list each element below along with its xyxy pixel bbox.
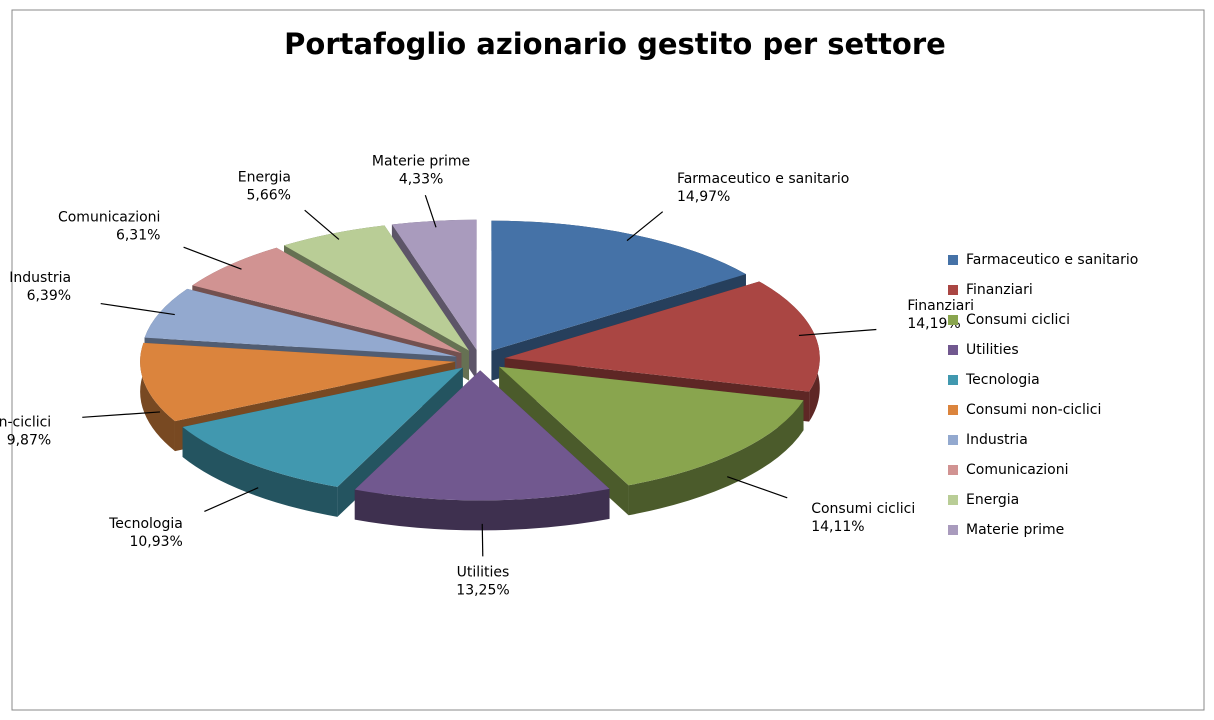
data-label-name: Consumi ciclici [811, 501, 915, 517]
legend-swatch [948, 435, 958, 445]
slice [284, 225, 470, 351]
legend-label: Energia [966, 492, 1019, 508]
legend-swatch [948, 525, 958, 535]
legend-label: Utilities [966, 342, 1019, 358]
legend-swatch [948, 315, 958, 325]
chart-title: Portafoglio azionario gestito per settor… [284, 27, 946, 61]
data-label-name: Comunicazioni [58, 209, 160, 225]
data-label-value: 14,19% [907, 316, 960, 332]
leader-line [100, 302, 175, 316]
data-label-name: Tecnologia [108, 516, 183, 532]
legend-label: Comunicazioni [966, 462, 1068, 478]
legend-swatch [948, 285, 958, 295]
slice-side [182, 427, 338, 517]
data-label-name: Consumi non-ciclici [0, 414, 51, 430]
data-label-value: 14,97% [677, 189, 730, 205]
slice-side [140, 342, 175, 452]
slice [354, 370, 610, 501]
data-label-value: 4,33% [399, 171, 443, 187]
slice [499, 366, 804, 486]
data-label-value: 9,87% [7, 432, 51, 448]
slice [182, 367, 463, 487]
slice [192, 247, 462, 353]
leader-line [183, 246, 242, 270]
data-label-name: Energia [238, 169, 291, 185]
slice [504, 281, 820, 392]
slice [144, 288, 457, 357]
slice-side [628, 400, 804, 516]
leader-line [481, 523, 484, 557]
leader-line [626, 211, 664, 242]
data-label-value: 13,25% [456, 582, 509, 598]
legend-label: Finanziari [966, 282, 1033, 298]
legend-swatch [948, 345, 958, 355]
legend-label: Consumi ciclici [966, 312, 1070, 328]
leader-line [798, 328, 877, 337]
pie-slices [140, 219, 820, 531]
data-label-name: Utilities [457, 564, 510, 580]
slice [391, 219, 477, 350]
data-label-name: Farmaceutico e sanitario [677, 171, 849, 187]
legend-label: Tecnologia [965, 372, 1040, 388]
data-label-value: 10,93% [129, 534, 182, 550]
leader-line [304, 209, 340, 240]
legend-label: Materie prime [966, 522, 1064, 538]
data-label-value: 6,31% [116, 227, 160, 243]
leader-line [204, 487, 259, 513]
leader-line [424, 194, 437, 228]
data-label-value: 14,11% [811, 519, 864, 535]
legend-swatch [948, 255, 958, 265]
legend-swatch [948, 495, 958, 505]
slice-side [354, 488, 610, 531]
leader-line [82, 411, 160, 418]
legend-swatch [948, 405, 958, 415]
data-label-name: Finanziari [907, 298, 974, 314]
legend-swatch [948, 465, 958, 475]
data-label-value: 6,39% [27, 288, 71, 304]
legend-label: Consumi non-ciclici [966, 402, 1101, 418]
legend-swatch [948, 375, 958, 385]
data-label-value: 5,66% [247, 187, 291, 203]
leader-line [727, 476, 788, 499]
slice [140, 342, 456, 422]
legend-label: Industria [966, 432, 1028, 448]
legend-label: Farmaceutico e sanitario [966, 252, 1138, 268]
data-label-name: Materie prime [372, 153, 470, 169]
data-label-name: Industria [9, 270, 71, 286]
slice [491, 220, 746, 351]
